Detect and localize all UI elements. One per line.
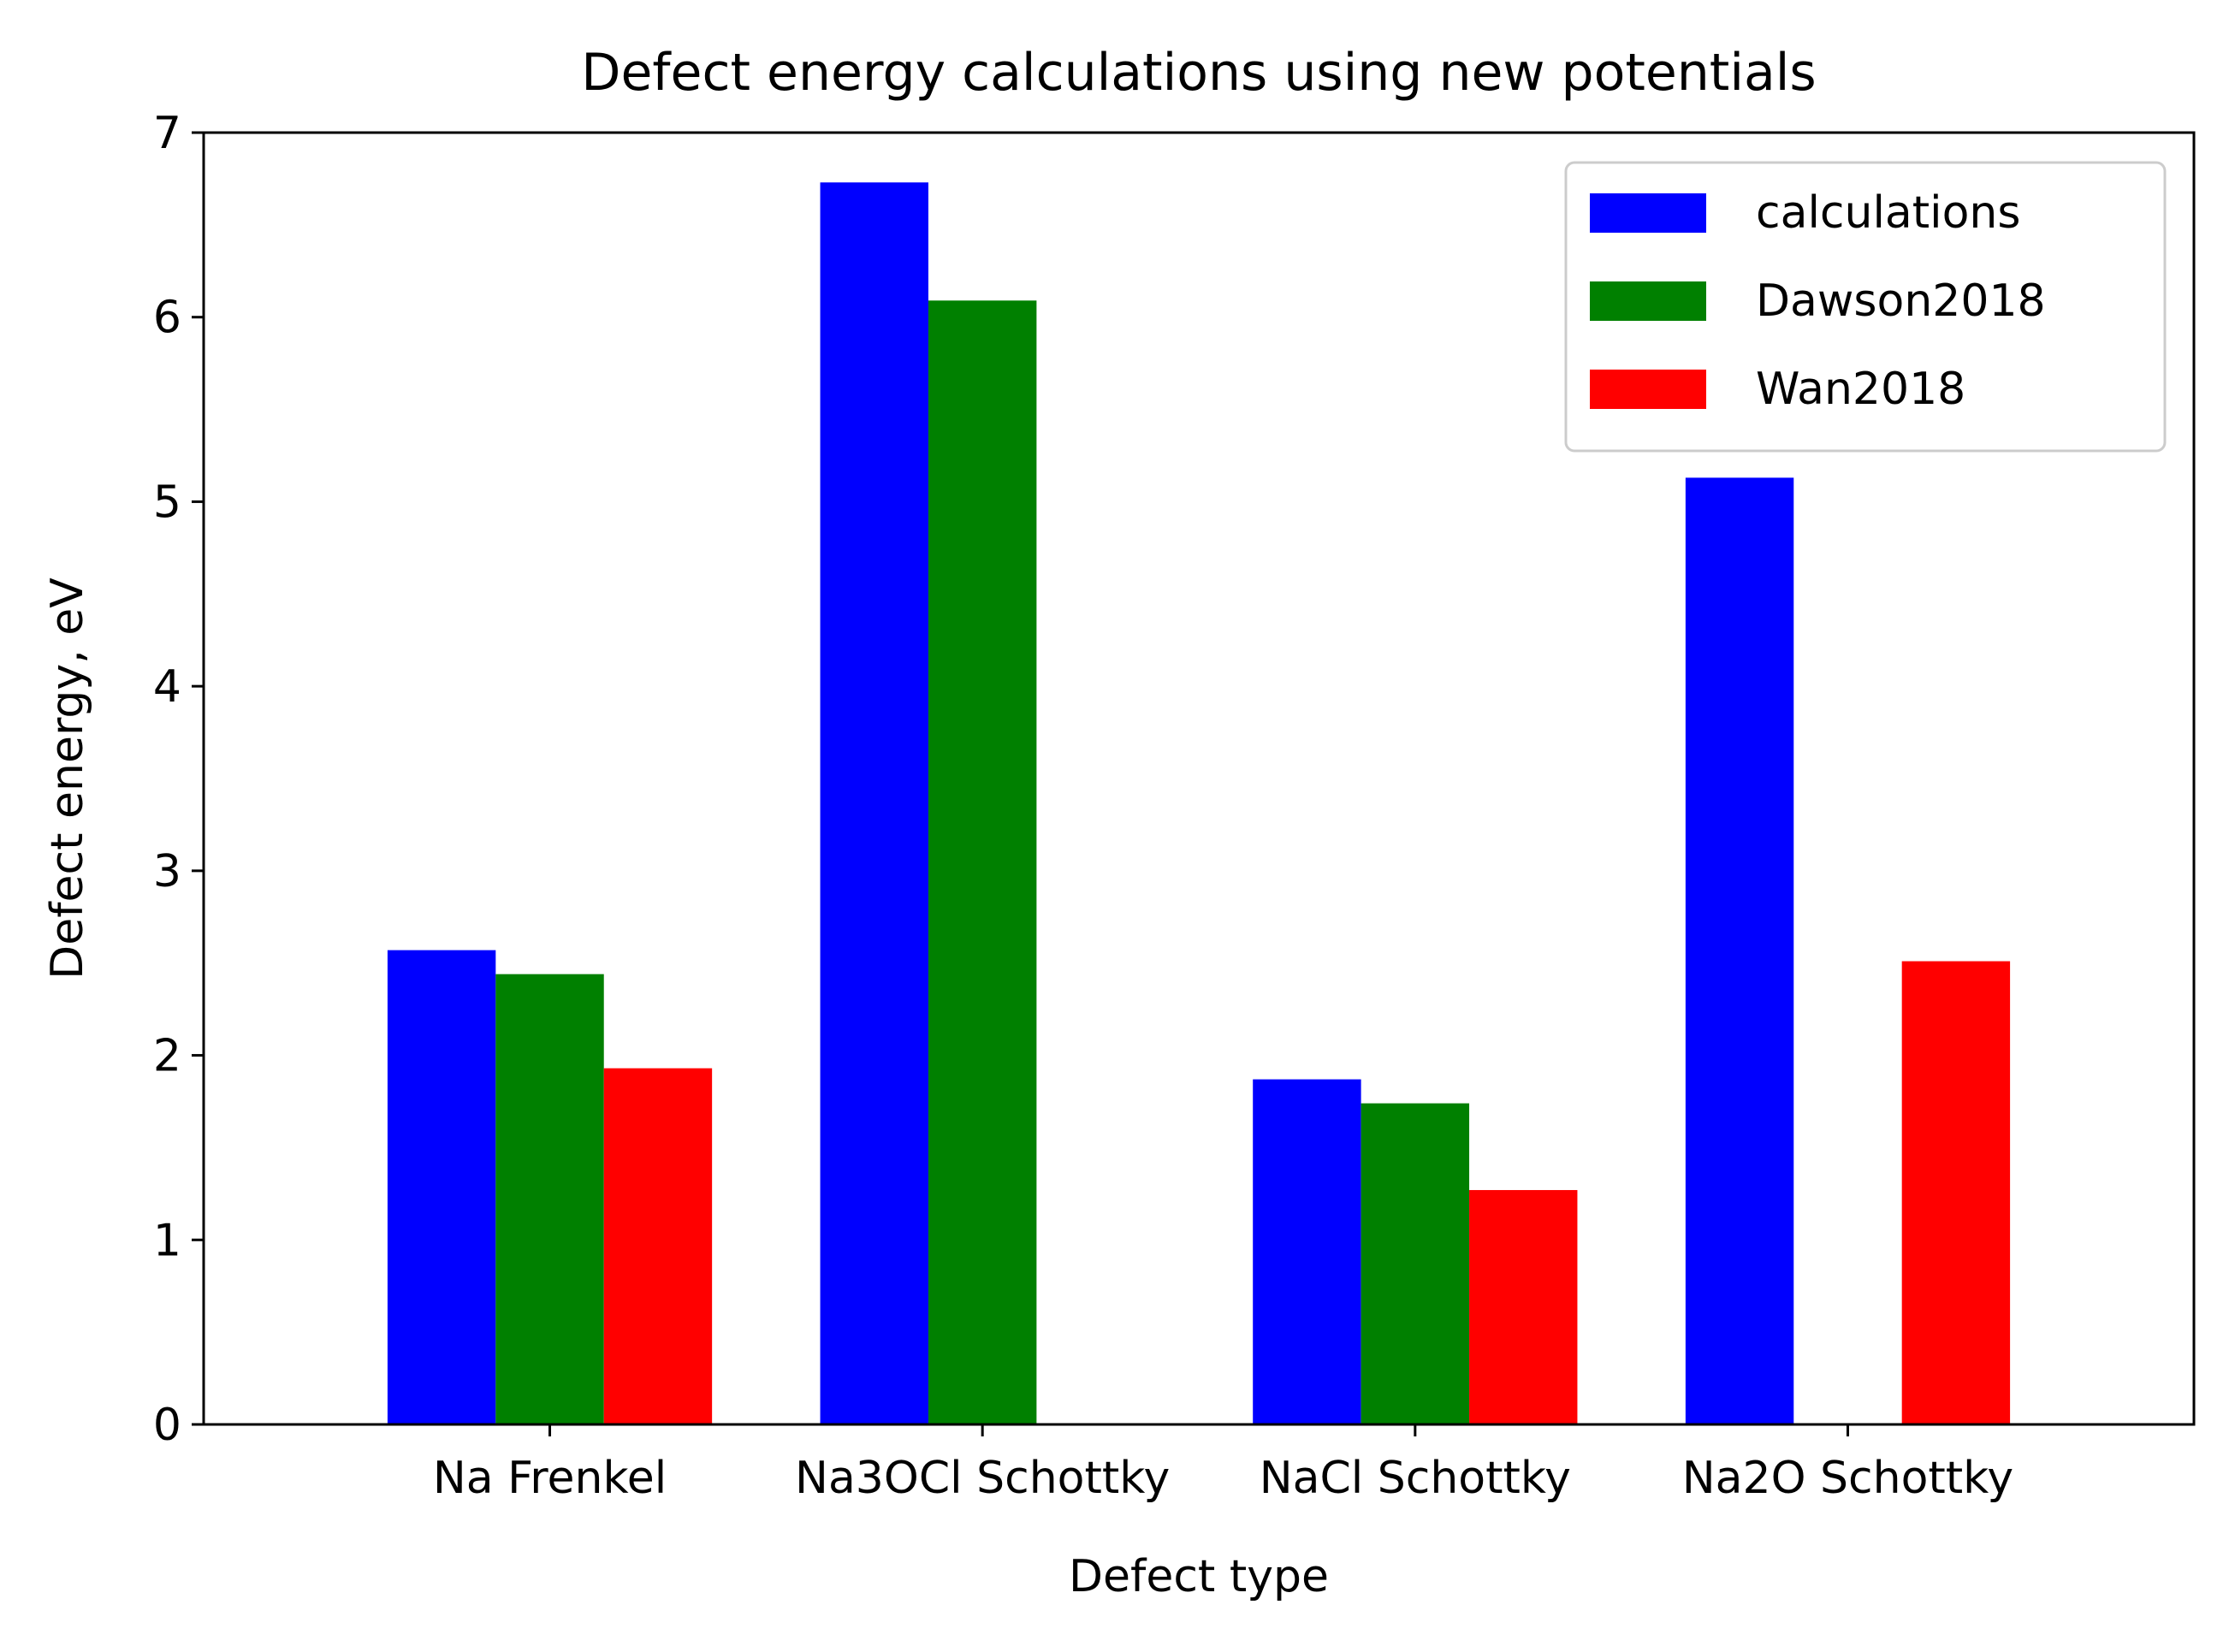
bar-wan2018-3 [1901, 961, 2011, 1424]
legend-label-wan2018: Wan2018 [1756, 364, 1965, 415]
bar-dawson2018-1 [928, 300, 1037, 1424]
legend-swatch-dawson2018 [1590, 281, 1706, 321]
y-tick-label: 4 [153, 661, 181, 713]
x-tick-label: Na2O Schottky [1682, 1453, 2014, 1504]
legend: calculations Dawson2018 Wan2018 [1564, 161, 2167, 453]
x-tick-label: Na3OCl Schottky [795, 1453, 1170, 1504]
bars-layer [387, 182, 2011, 1424]
chart-title: Defect energy calculations using new pot… [581, 43, 1816, 103]
y-tick-label: 5 [153, 477, 181, 528]
y-tick-label: 2 [153, 1031, 181, 1082]
legend-label-dawson2018: Dawson2018 [1756, 275, 2046, 327]
bar-wan2018-2 [1469, 1190, 1578, 1424]
legend-swatch-wan2018 [1590, 370, 1706, 409]
bar-wan2018-0 [603, 1068, 713, 1424]
bar-calculations-3 [1685, 477, 1794, 1424]
bar-dawson2018-2 [1361, 1103, 1470, 1424]
y-axis: 0 1 2 3 4 5 6 7 [153, 108, 204, 1451]
y-tick-label: 1 [153, 1215, 181, 1266]
x-tick-label: Na Frenkel [433, 1453, 667, 1504]
bar-dawson2018-0 [495, 974, 604, 1424]
y-tick-label: 0 [153, 1400, 181, 1451]
legend-frame [1564, 161, 2167, 453]
bar-calculations-1 [820, 182, 928, 1424]
x-axis-label: Defect type [1069, 1551, 1329, 1602]
y-tick-label: 3 [153, 846, 181, 897]
plot-frame [202, 131, 2196, 1426]
y-tick-label: 6 [153, 293, 181, 344]
bar-calculations-0 [387, 950, 496, 1424]
y-axis-label: Defect energy, eV [42, 577, 93, 980]
legend-label-calculations: calculations [1756, 187, 2020, 239]
x-tick-label: NaCl Schottky [1260, 1453, 1571, 1504]
x-axis: Na Frenkel Na3OCl Schottky NaCl Schottky Na… [433, 1424, 2013, 1504]
bar-calculations-2 [1253, 1079, 1361, 1424]
y-tick-label: 7 [153, 108, 181, 159]
legend-swatch-calculations [1590, 193, 1706, 233]
